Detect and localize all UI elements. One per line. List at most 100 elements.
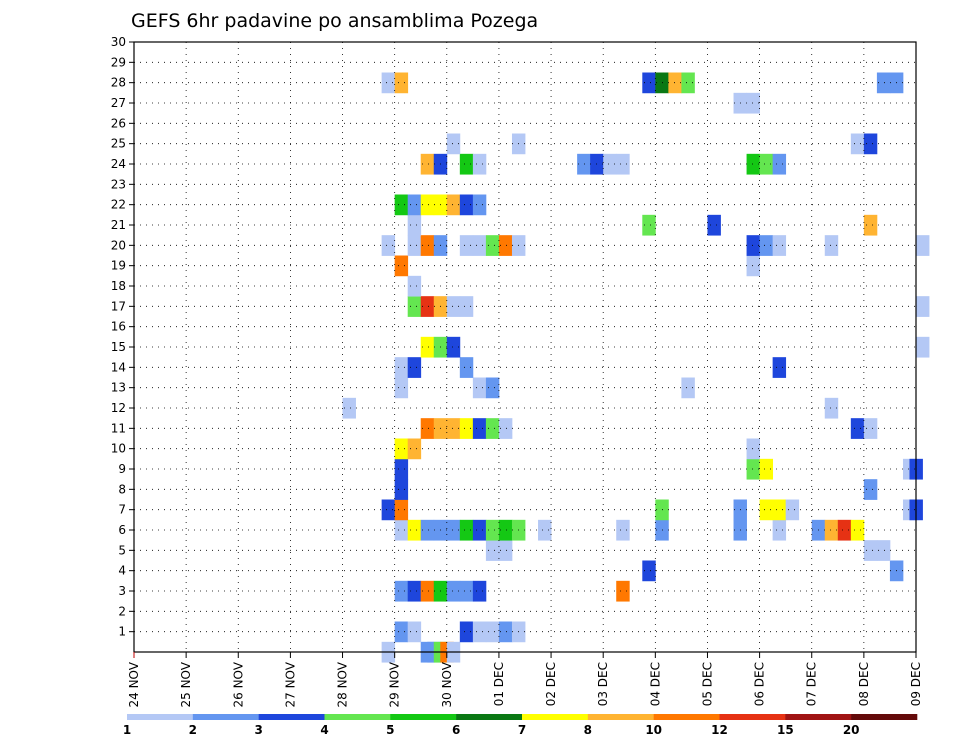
- legend-swatch: [587, 714, 654, 720]
- y-tick-label: 11: [111, 421, 126, 435]
- x-tick-label: 03 DEC: [596, 662, 610, 706]
- heatmap-cell: [459, 296, 474, 317]
- legend-label: 15: [777, 723, 794, 737]
- heatmap-cell: [472, 519, 487, 541]
- y-tick-label: 25: [111, 137, 126, 151]
- heatmap-cell: [394, 580, 409, 602]
- heatmap-cell: [824, 397, 839, 419]
- x-tick-label: 04 DEC: [648, 662, 662, 706]
- heatmap-cell: [772, 499, 787, 521]
- y-tick-label: 10: [111, 442, 126, 456]
- heatmap-cell: [498, 621, 513, 643]
- legend-swatch: [258, 714, 325, 720]
- legend-swatch: [785, 714, 852, 720]
- heatmap-cell: [472, 194, 487, 216]
- heatmap-cell: [407, 296, 422, 317]
- legend-swatch: [390, 714, 457, 720]
- heatmap-cell: [446, 336, 461, 358]
- y-tick-label: 4: [118, 564, 126, 578]
- heatmap-cell: [577, 153, 591, 175]
- y-tick-label: 22: [111, 198, 126, 212]
- heatmap-cell: [446, 519, 461, 541]
- y-tick-label: 15: [111, 340, 126, 354]
- heatmap-cell: [407, 194, 422, 216]
- heatmap-cell: [472, 153, 487, 175]
- x-tick-label: 05 DEC: [700, 662, 714, 706]
- x-tick-label: 26 NOV: [231, 661, 245, 707]
- heatmap-cell: [642, 214, 656, 236]
- y-tick-label: 21: [111, 218, 126, 232]
- heatmap-cell: [746, 92, 760, 114]
- heatmap-cell: [472, 580, 487, 602]
- heatmap-cell: [459, 153, 474, 175]
- heatmap-cell: [876, 540, 891, 561]
- heatmap-cell: [381, 72, 396, 94]
- y-tick-label: 2: [118, 604, 126, 618]
- legend-swatch: [522, 714, 589, 720]
- heatmap-cell: [459, 194, 474, 216]
- legend-label: 2: [189, 723, 197, 737]
- y-tick-label: 23: [111, 177, 126, 191]
- grid-lines: [134, 41, 916, 652]
- heatmap-cell: [681, 377, 695, 399]
- heatmap-cell: [485, 418, 500, 439]
- x-tick-label: 08 DEC: [857, 662, 871, 706]
- heatmap-cell: [407, 438, 422, 460]
- y-tick-label: 7: [118, 503, 126, 517]
- heatmap-cell: [420, 235, 435, 256]
- heatmap-cell: [916, 296, 930, 317]
- heatmap-cell: [342, 397, 356, 419]
- y-tick-label: 9: [118, 462, 126, 476]
- heatmap-cell: [381, 235, 396, 256]
- heatmap-cell: [459, 418, 474, 439]
- heatmap-cell: [863, 540, 878, 561]
- heatmap-cell: [772, 357, 787, 378]
- y-tick-label: 30: [111, 35, 126, 49]
- heatmap-cell: [407, 580, 422, 602]
- heatmap-cell: [746, 255, 760, 277]
- legend-swatch: [719, 714, 786, 720]
- heatmap-cell: [772, 235, 787, 256]
- y-tick-label: 13: [111, 381, 126, 395]
- heatmap-cell: [446, 580, 461, 602]
- x-tick-label: 27 NOV: [283, 661, 297, 707]
- heatmap-cell: [498, 418, 513, 439]
- heatmap-cell: [459, 621, 474, 643]
- heatmap-cell: [472, 418, 487, 439]
- legend-label: 3: [254, 723, 262, 737]
- heatmap-cells: [342, 72, 930, 663]
- heatmap-cell: [407, 214, 422, 236]
- heatmap-cell: [407, 519, 422, 541]
- chart-title: GEFS 6hr padavine po ansamblima Pozega: [131, 10, 538, 32]
- heatmap-cell: [850, 519, 865, 541]
- heatmap-cell: [642, 560, 656, 582]
- x-tick-label: 07 DEC: [805, 662, 819, 706]
- heatmap-cell: [407, 235, 422, 256]
- y-axis: 1234567891011121314151617181920212223242…: [111, 35, 134, 639]
- heatmap-cell: [498, 519, 513, 541]
- heatmap-cell: [746, 438, 760, 460]
- x-tick-label: 25 NOV: [179, 661, 193, 707]
- legend-label: 1: [123, 723, 131, 737]
- heatmap-cell: [538, 519, 552, 541]
- legend-label: 10: [645, 723, 662, 737]
- heatmap-cell: [394, 479, 409, 500]
- heatmap-cell: [642, 72, 656, 94]
- y-tick-label: 27: [111, 96, 126, 110]
- x-tick-label: 06 DEC: [753, 662, 767, 706]
- heatmap-cell: [485, 519, 500, 541]
- heatmap-cell: [472, 377, 487, 399]
- legend-label: 12: [711, 723, 728, 737]
- heatmap-cell: [916, 235, 930, 256]
- x-tick-label: 09 DEC: [909, 662, 923, 706]
- y-tick-label: 18: [111, 279, 126, 293]
- heatmap-cell: [420, 194, 435, 216]
- legend-swatch: [851, 714, 918, 720]
- heatmap-cell: [394, 194, 409, 216]
- heatmap-cell: [485, 377, 500, 399]
- y-tick-label: 29: [111, 55, 126, 69]
- heatmap-cell: [824, 519, 839, 541]
- heatmap-cell: [420, 418, 435, 439]
- heatmap-cell: [472, 235, 487, 256]
